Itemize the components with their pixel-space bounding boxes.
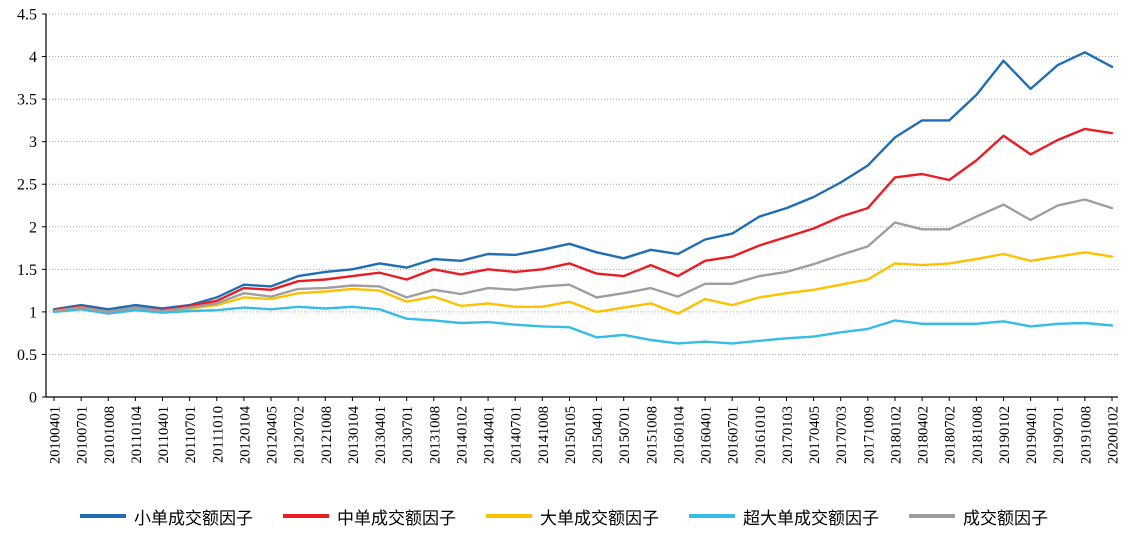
legend-item-medium-order: 中单成交额因子 bbox=[283, 504, 456, 529]
x-axis-label: 20181008 bbox=[970, 406, 986, 464]
x-axis-label: 20130104 bbox=[346, 405, 362, 464]
x-axis-label: 20110701 bbox=[183, 406, 199, 463]
x-axis-label: 20100701 bbox=[75, 406, 91, 464]
x-axis-label: 20100401 bbox=[48, 406, 64, 464]
x-axis-label: 20110401 bbox=[156, 406, 172, 463]
x-axis-label: 20170703 bbox=[834, 406, 850, 464]
x-axis-label: 20170405 bbox=[807, 406, 823, 464]
x-axis-label: 20140102 bbox=[454, 406, 470, 464]
x-axis-label: 20190701 bbox=[1051, 406, 1067, 464]
x-axis-label: 20190401 bbox=[1024, 406, 1040, 464]
x-axis-label: 20160104 bbox=[671, 405, 687, 464]
x-axis-label: 20110104 bbox=[129, 405, 145, 463]
y-axis-label: 4.5 bbox=[17, 7, 37, 24]
x-axis-label: 20170103 bbox=[780, 406, 796, 464]
y-axis-label: 2.5 bbox=[17, 177, 37, 194]
series-line-extra-large-order bbox=[52, 305, 1114, 345]
x-axis-label: 20150701 bbox=[617, 406, 633, 464]
x-axis-label: 20180702 bbox=[943, 406, 959, 464]
legend-label: 中单成交额因子 bbox=[337, 508, 456, 528]
series-line-small-order bbox=[52, 51, 1114, 311]
x-axis-label: 20120405 bbox=[265, 406, 281, 464]
y-axis-label: 3 bbox=[29, 134, 37, 151]
line-chart-plot: 0 0.5 1 1.5 2 2.5 3 3.5 4 4.5 20100401 20100701 2010… bbox=[17, 7, 1122, 465]
x-axis-label: 20120702 bbox=[292, 406, 308, 464]
y-axis-label: 0 bbox=[29, 390, 37, 407]
legend-line-swatch bbox=[689, 514, 735, 518]
x-axis-label: 20130701 bbox=[400, 406, 416, 464]
legend-line-swatch bbox=[909, 514, 955, 518]
x-axis-label: 20151008 bbox=[644, 406, 660, 464]
x-axis-label: 20160401 bbox=[699, 406, 715, 464]
y-axis-label: 0.5 bbox=[17, 347, 37, 364]
legend-line-swatch bbox=[486, 514, 532, 518]
x-axis-label: 20200102 bbox=[1106, 406, 1122, 464]
legend-item-small-order: 小单成交额因子 bbox=[80, 504, 253, 529]
legend-item-turnover: 成交额因子 bbox=[909, 504, 1048, 529]
x-axis-label: 20180402 bbox=[916, 406, 932, 464]
x-axis-label: 20131008 bbox=[427, 406, 443, 464]
x-axis-label: 20190102 bbox=[997, 406, 1013, 464]
y-axis-label: 2 bbox=[29, 219, 37, 236]
x-axis-label: 20180102 bbox=[888, 406, 904, 464]
legend-item-extra-large-order: 超大单成交额因子 bbox=[689, 504, 879, 529]
x-axis-label: 20130401 bbox=[373, 406, 389, 464]
series-line-turnover bbox=[52, 198, 1114, 314]
x-axis-label: 20111010 bbox=[210, 406, 226, 463]
legend-item-large-order: 大单成交额因子 bbox=[486, 504, 659, 529]
x-axis-label: 20141008 bbox=[536, 406, 552, 464]
x-axis-label: 20140701 bbox=[509, 406, 525, 464]
x-axis-label: 20150401 bbox=[590, 406, 606, 464]
series-line-medium-order bbox=[52, 127, 1114, 314]
x-axis-label: 20140401 bbox=[482, 406, 498, 464]
y-axis-label: 1.5 bbox=[17, 262, 37, 279]
series-line-large-order bbox=[52, 251, 1114, 315]
x-axis-label: 20120104 bbox=[237, 405, 253, 464]
legend-label: 大单成交额因子 bbox=[540, 508, 659, 528]
legend-label: 小单成交额因子 bbox=[134, 508, 253, 528]
legend-label: 超大单成交额因子 bbox=[743, 508, 879, 528]
x-axis-label: 20101008 bbox=[102, 406, 118, 464]
x-axis-label: 20161010 bbox=[753, 406, 769, 464]
legend-label: 成交额因子 bbox=[963, 508, 1048, 528]
legend-line-swatch bbox=[283, 514, 329, 518]
legend-line-swatch bbox=[80, 514, 126, 518]
x-axis-label: 20150105 bbox=[563, 406, 579, 464]
y-axis-label: 4 bbox=[29, 49, 37, 66]
x-axis-label: 20191008 bbox=[1078, 406, 1094, 464]
y-axis-label: 1 bbox=[29, 304, 37, 321]
x-axis-label: 20171009 bbox=[861, 406, 877, 464]
chart-legend: 小单成交额因子 中单成交额因子 大单成交额因子 超大单成交额因子 成交额因子 bbox=[0, 502, 1128, 530]
x-axis-label: 20121008 bbox=[319, 406, 335, 464]
x-axis-label: 20160701 bbox=[726, 406, 742, 464]
y-axis-label: 3.5 bbox=[17, 92, 37, 109]
